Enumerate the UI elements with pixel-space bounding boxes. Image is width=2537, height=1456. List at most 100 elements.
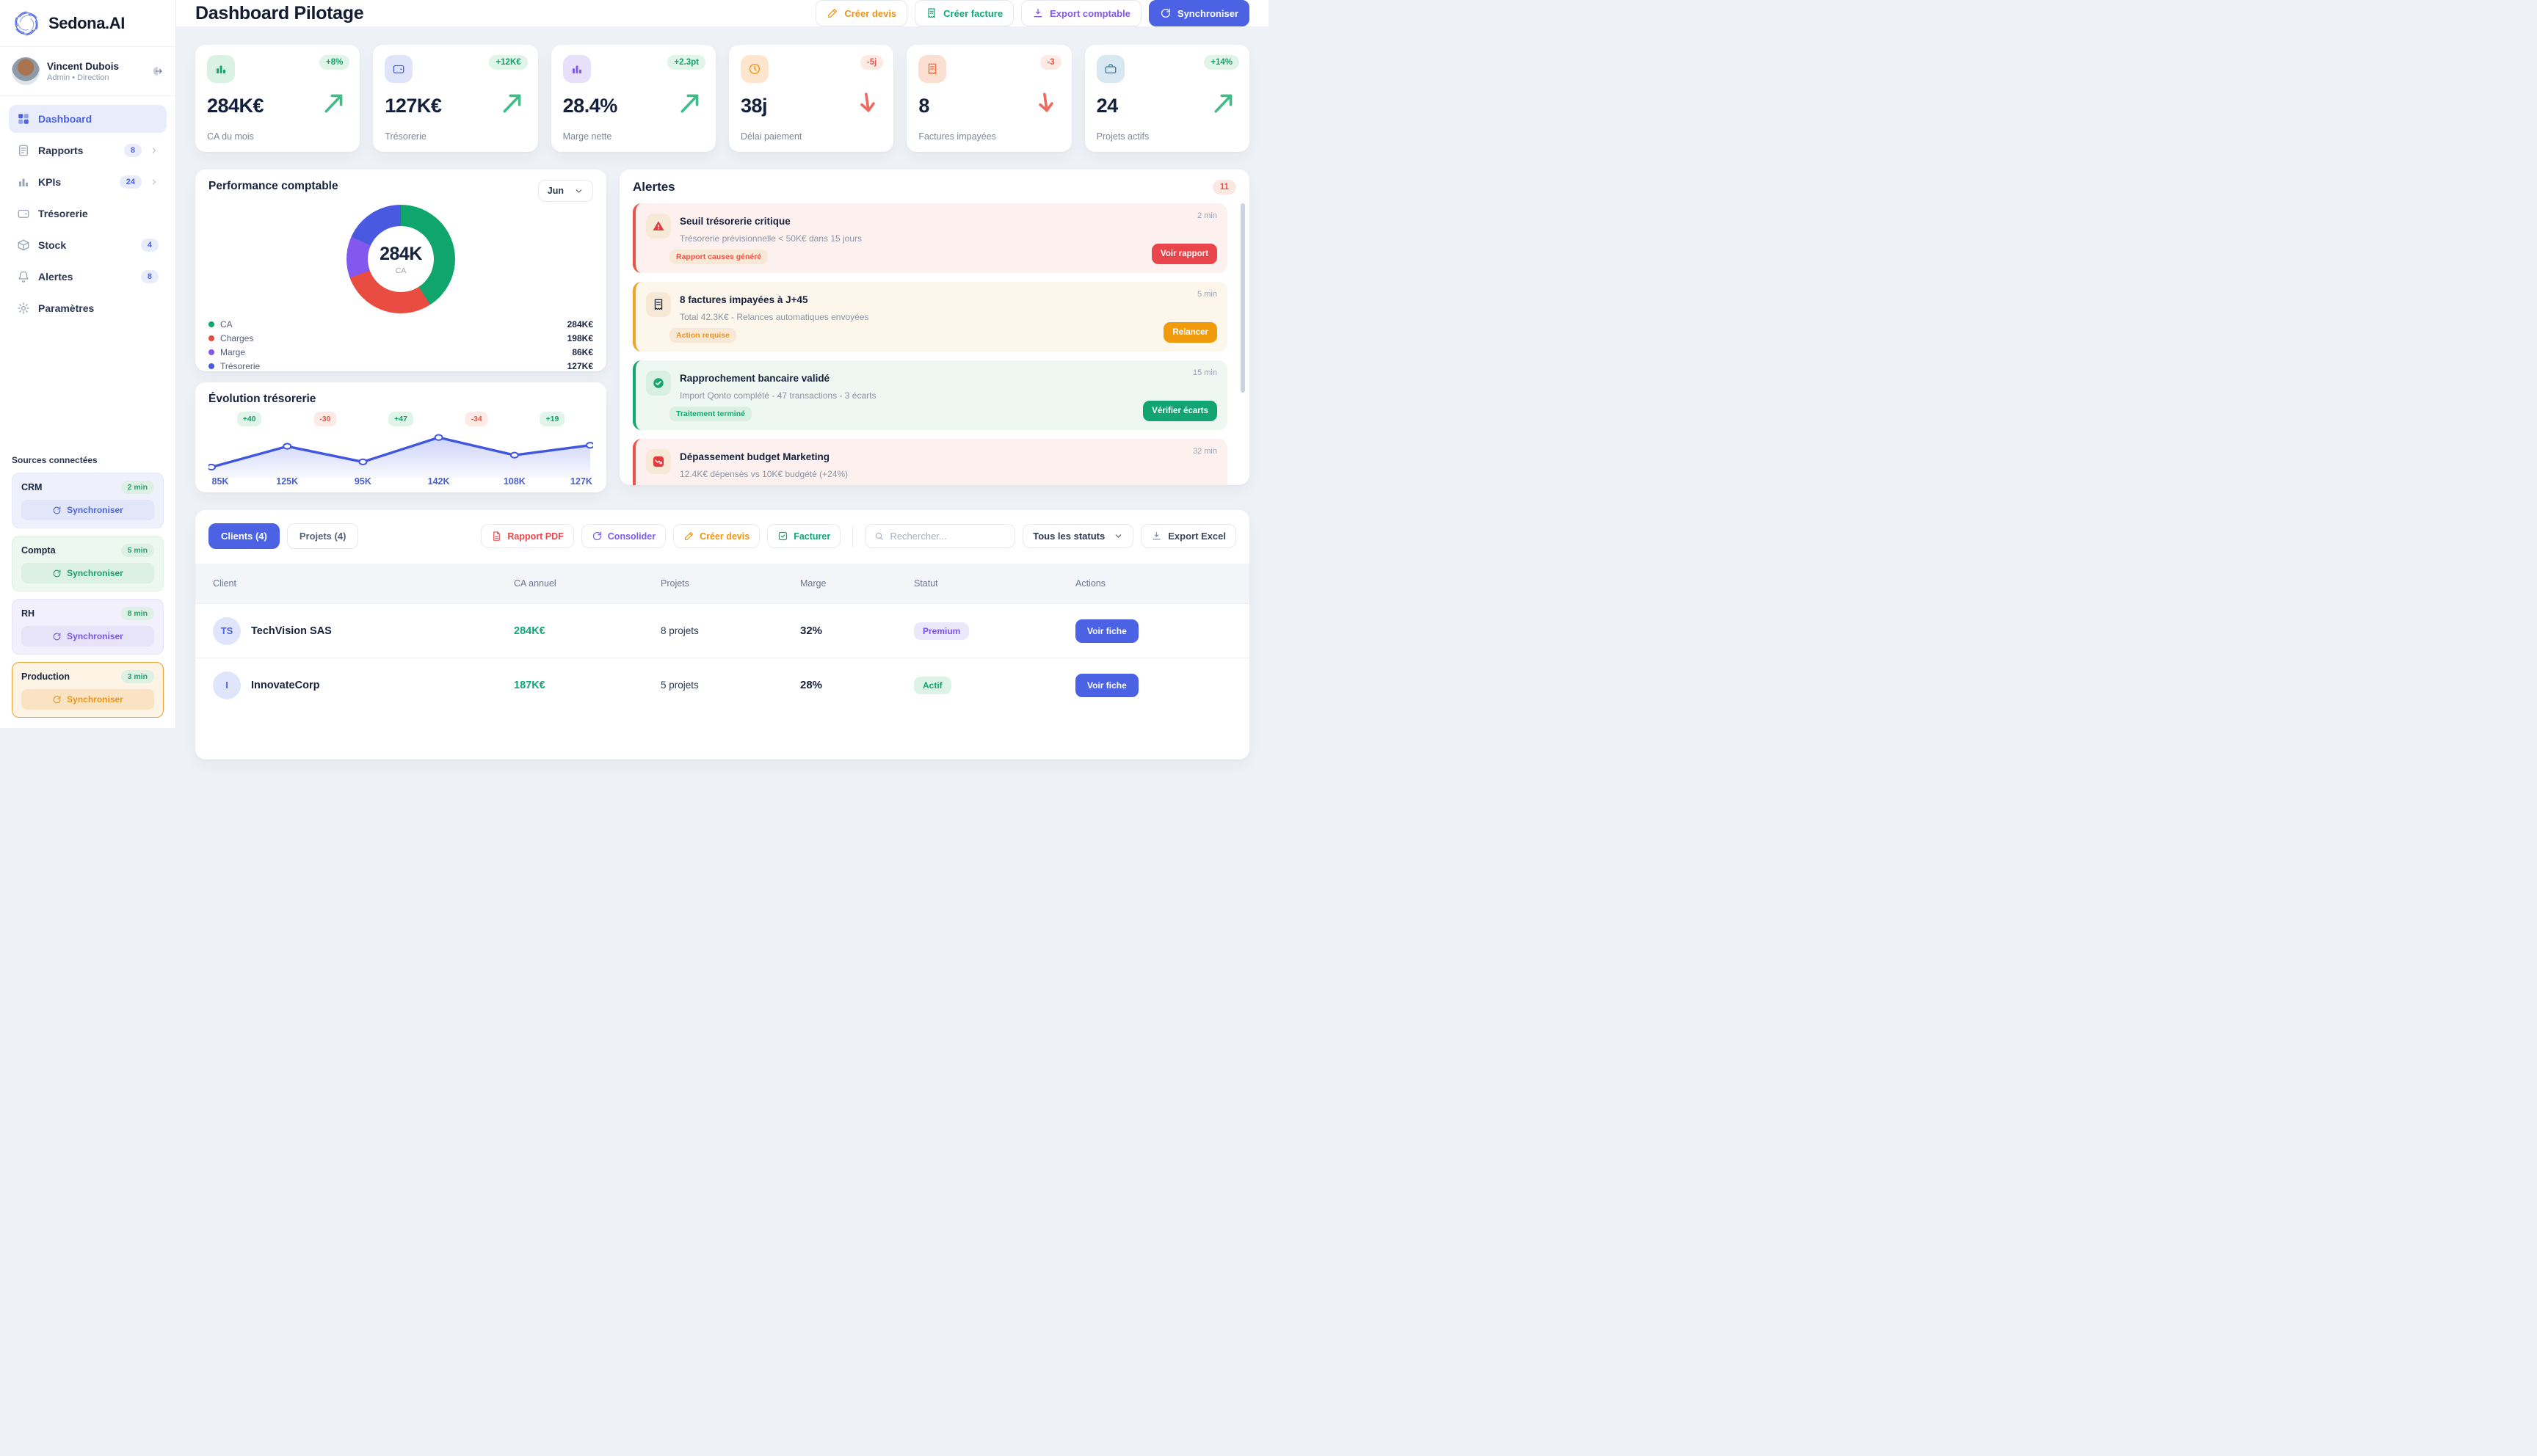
- search-input[interactable]: [865, 524, 1016, 548]
- alert-action-button[interactable]: Vérifier écarts: [1143, 401, 1217, 421]
- kpi-card-delai-paiement[interactable]: -5j 38j Délai paiement: [728, 45, 894, 152]
- table-row-techvision-sas: TS TechVision SAS 284K€ 8 projets 32% Pr…: [195, 603, 1249, 658]
- source-sync-time: 8 min: [120, 607, 154, 620]
- consolider-button[interactable]: Consolider: [581, 524, 667, 548]
- legend-row: Marge 86K€: [208, 347, 593, 357]
- export-comptable-button[interactable]: Export comptable: [1021, 0, 1142, 26]
- user-card[interactable]: Vincent Dubois Admin • Direction: [0, 47, 175, 96]
- source-sync-button[interactable]: Synchroniser: [21, 626, 154, 647]
- evolution-card: Évolution trésorerie +40 -30 +47 -34 +19 85K 1…: [195, 382, 606, 492]
- source-name: CRM: [21, 482, 43, 492]
- download-icon: [1032, 7, 1044, 19]
- column-header-projets: Projets: [661, 578, 689, 589]
- tab-projets[interactable]: Projets (4): [286, 523, 359, 549]
- alert-action-button[interactable]: Relancer: [1164, 322, 1217, 343]
- download-icon: [1153, 531, 1161, 540]
- trend-up-arrow-icon: [500, 90, 525, 115]
- alert-8-factures-impayees-a-j-45: 8 factures impayées à J+45 5 min Total 4…: [633, 282, 1227, 352]
- kpi-delta-badge: +2.3pt: [667, 55, 705, 70]
- source-name: Production: [21, 671, 70, 682]
- sidebar-item-alertes[interactable]: Alertes 8: [9, 263, 167, 291]
- trend-up-arrow-icon: [678, 90, 703, 115]
- facturer-button[interactable]: Facturer: [767, 524, 841, 548]
- kpi-card-marge-nette[interactable]: +2.3pt 28.4% Marge nette: [551, 45, 716, 152]
- main-area: Dashboard Pilotage Créer devis Créer fac…: [176, 0, 1268, 760]
- source-card-crm: CRM 2 min Synchroniser: [12, 473, 164, 528]
- chart-down-icon: [652, 455, 665, 468]
- synchroniser-button[interactable]: Synchroniser: [1148, 0, 1249, 26]
- client-avatar: I: [213, 671, 241, 699]
- content: +8% 284K€ CA du mois +12K€ 127K€ Trésore…: [176, 27, 1268, 777]
- period-select[interactable]: Jun: [537, 180, 593, 202]
- chevron-down-icon: [1115, 534, 1122, 538]
- sidebar-item-rapports[interactable]: Rapports 8: [9, 136, 167, 164]
- donut-legend: CA 284K€ Charges 198K€ Marge 86K€ Trésor…: [208, 319, 593, 371]
- source-sync-button[interactable]: Synchroniser: [21, 689, 154, 710]
- evolution-delta-badge: -30: [313, 412, 337, 426]
- alert-depassement-budget-marketing: Dépassement budget Marketing 32 min 12.4…: [633, 439, 1227, 485]
- check-square-icon: [777, 531, 788, 542]
- legend-row: CA 284K€: [208, 319, 593, 330]
- bars-icon: [570, 62, 584, 76]
- grid-icon: [17, 112, 30, 125]
- alerts-count-badge: 11: [1212, 180, 1236, 194]
- alert-action-button[interactable]: Voir rapport: [1152, 244, 1217, 264]
- source-name: Compta: [21, 545, 56, 556]
- kpi-value: 127K€: [385, 95, 442, 117]
- source-sync-button[interactable]: Synchroniser: [21, 563, 154, 583]
- sidebar-item-kpis[interactable]: KPIs 24: [9, 168, 167, 196]
- kpi-label: Projets actifs: [1096, 131, 1150, 142]
- creer-devis-button[interactable]: Créer devis: [816, 0, 908, 26]
- creer-devis-button[interactable]: Créer devis: [673, 524, 761, 548]
- clients-panel: Clients (4) Projets (4) Rapport PDF Cons…: [195, 510, 1249, 760]
- voir-fiche-button[interactable]: Voir fiche: [1075, 619, 1139, 643]
- sidebar-item-dashboard[interactable]: Dashboard: [9, 105, 167, 133]
- toolbar-divider: [852, 525, 854, 547]
- kpi-delta-badge: +12K€: [489, 55, 528, 70]
- performance-title: Performance comptable: [208, 180, 338, 192]
- logo: Sedona.AI: [0, 0, 175, 47]
- client-name: TechVision SAS: [251, 625, 332, 637]
- kpi-label: Factures impayées: [918, 131, 996, 142]
- sidebar-item-tresorerie[interactable]: Trésorerie: [9, 200, 167, 228]
- alerts-scrollbar[interactable]: [1241, 203, 1245, 393]
- kpi-card-ca-du-mois[interactable]: +8% 284K€ CA du mois: [195, 45, 360, 152]
- search-icon: [876, 532, 884, 540]
- sources-title: Sources connectées: [12, 455, 98, 465]
- kpi-card-tresorerie[interactable]: +12K€ 127K€ Trésorerie: [373, 45, 538, 152]
- kpi-card-projets-actifs[interactable]: +14% 24 Projets actifs: [1084, 45, 1249, 152]
- alerts-title: Alertes: [633, 180, 675, 194]
- source-sync-time: 5 min: [120, 544, 154, 557]
- status-filter-select[interactable]: Tous les statuts: [1023, 524, 1134, 548]
- client-projects: 5 projets: [661, 680, 699, 691]
- kpi-label: Délai paiement: [740, 131, 802, 142]
- topbar-actions: Créer devis Créer facture Export comptab…: [816, 0, 1249, 26]
- source-card-production: Production 3 min Synchroniser: [12, 662, 164, 718]
- topbar: Dashboard Pilotage Créer devis Créer fac…: [176, 0, 1268, 27]
- logout-icon[interactable]: [150, 65, 164, 78]
- sidebar-item-parametres[interactable]: Paramètres: [9, 294, 167, 322]
- trend-down-arrow-icon: [1034, 90, 1059, 115]
- evolution-x-label: 127K: [570, 476, 592, 487]
- export-excel-button[interactable]: Export Excel: [1141, 524, 1236, 548]
- alert-description: 12.4K€ dépensés vs 10K€ budgété (+24%): [680, 469, 849, 479]
- voir-fiche-button[interactable]: Voir fiche: [1075, 673, 1139, 697]
- sidebar-item-stock[interactable]: Stock 4: [9, 231, 167, 259]
- donut-chart: 284K CA: [346, 205, 455, 313]
- kpi-value: 284K€: [207, 95, 264, 117]
- creer-facture-button[interactable]: Créer facture: [915, 0, 1015, 26]
- source-sync-button[interactable]: Synchroniser: [21, 500, 154, 520]
- brand-spiral-icon: [12, 9, 41, 38]
- legend-row: Trésorerie 127K€: [208, 361, 593, 371]
- sidebar-nav: Dashboard Rapports 8 KPIs 24 Trésorerie …: [0, 96, 175, 322]
- wallet-icon: [392, 62, 405, 76]
- tab-clients[interactable]: Clients (4): [208, 523, 280, 549]
- alert-tag: Action requise: [669, 328, 736, 343]
- client-ca: 187K€: [514, 679, 545, 691]
- evolution-delta-badge: +19: [540, 412, 565, 426]
- evolution-delta-badge: +47: [388, 412, 413, 426]
- sidebar-badge: 4: [140, 239, 159, 252]
- rapport-pdf-button[interactable]: Rapport PDF: [481, 524, 574, 548]
- kpi-card-factures-impayees[interactable]: -3 8 Factures impayées: [907, 45, 1072, 152]
- trend-up-arrow-icon: [322, 90, 346, 115]
